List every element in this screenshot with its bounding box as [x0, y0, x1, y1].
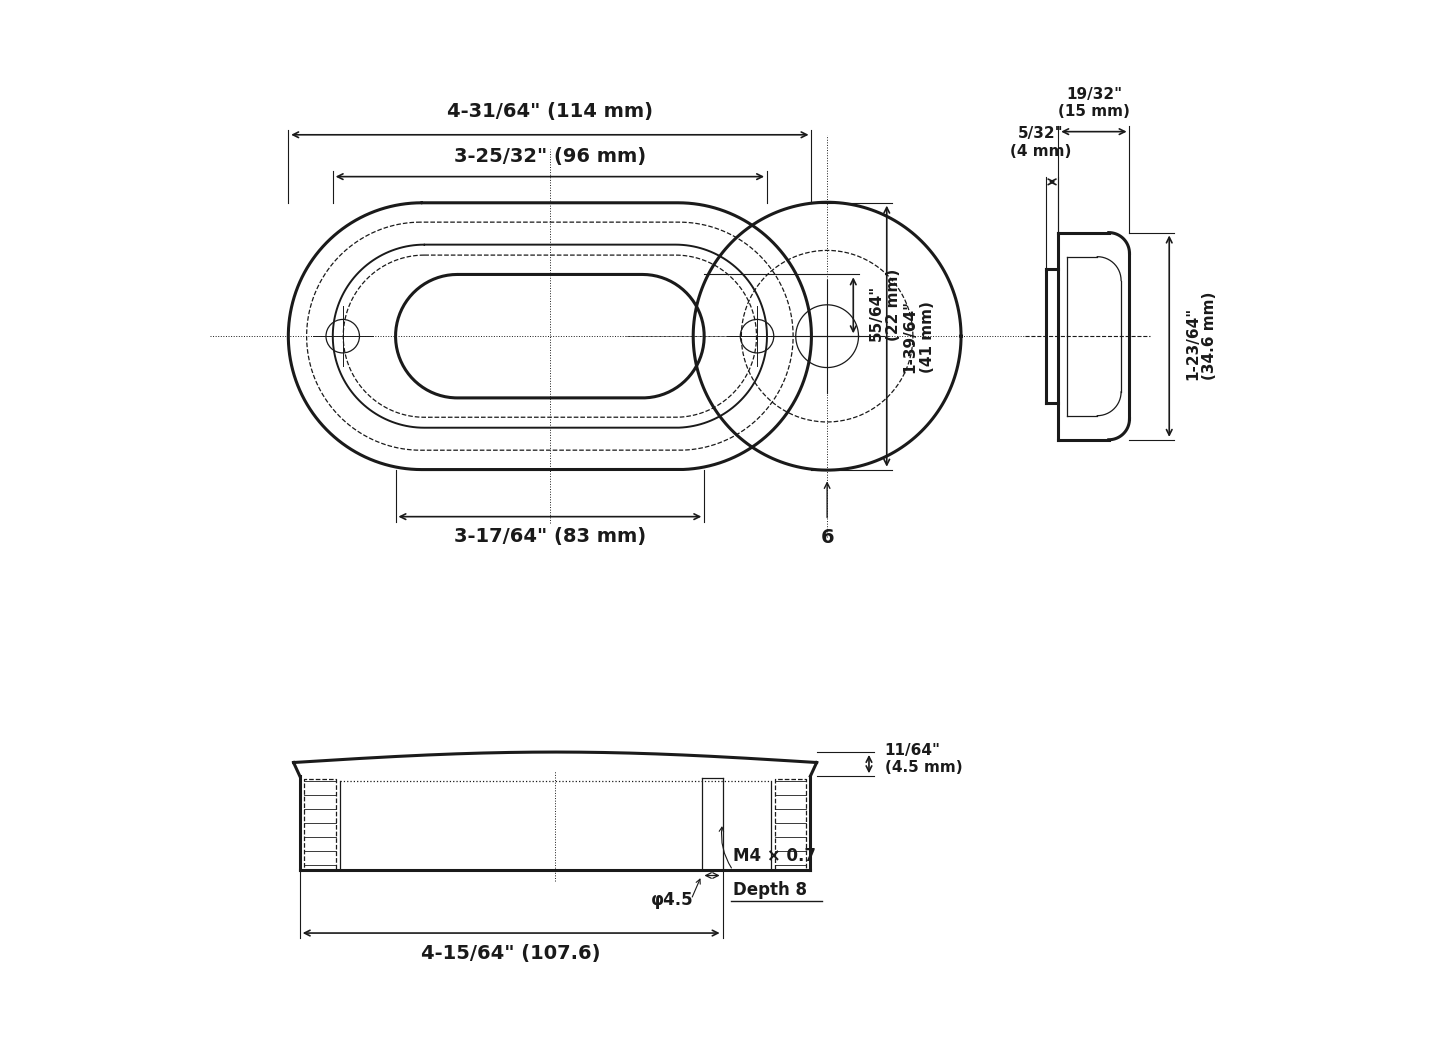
- Text: 4-31/64" (114 mm): 4-31/64" (114 mm): [447, 102, 653, 122]
- Text: φ4.5: φ4.5: [650, 891, 694, 908]
- Text: 5/32"
(4 mm): 5/32" (4 mm): [1010, 127, 1071, 158]
- Text: 3-25/32" (96 mm): 3-25/32" (96 mm): [454, 147, 646, 166]
- Text: Depth 8: Depth 8: [733, 880, 806, 899]
- Text: 1-23/64"
(34.6 mm): 1-23/64" (34.6 mm): [1185, 292, 1217, 381]
- Text: 6: 6: [821, 528, 834, 547]
- Text: M4 × 0.7: M4 × 0.7: [733, 847, 816, 865]
- Text: 1-39/64"
(41 mm): 1-39/64" (41 mm): [903, 300, 935, 372]
- Text: 55/64"
(22 mm): 55/64" (22 mm): [868, 270, 902, 341]
- Text: 19/32"
(15 mm): 19/32" (15 mm): [1058, 87, 1130, 120]
- Text: 3-17/64" (83 mm): 3-17/64" (83 mm): [454, 527, 646, 547]
- Text: 4-15/64" (107.6): 4-15/64" (107.6): [422, 943, 601, 963]
- Text: 11/64"
(4.5 mm): 11/64" (4.5 mm): [884, 743, 962, 775]
